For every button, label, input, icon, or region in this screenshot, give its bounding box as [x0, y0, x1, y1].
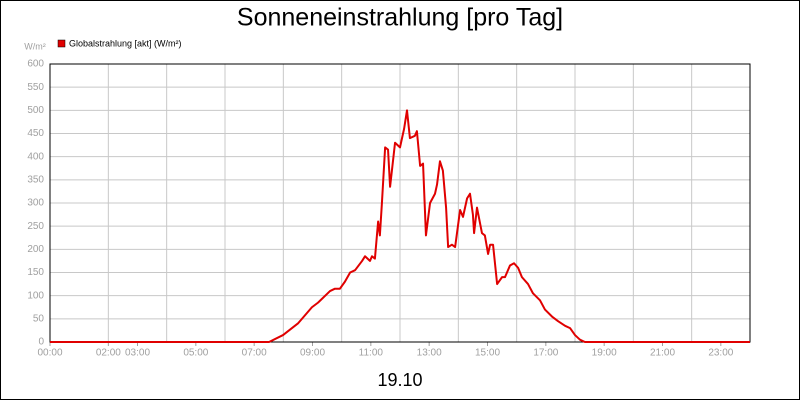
plot-frame: [49, 63, 751, 343]
y-axis-unit: W/m²: [24, 41, 46, 51]
y-tick-label: 100: [27, 290, 44, 301]
x-tick-label: 05:00: [183, 348, 208, 359]
y-tick-label: 250: [27, 221, 44, 232]
y-tick-label: 400: [27, 151, 44, 162]
y-tick-label: 300: [27, 198, 44, 209]
x-tick-label: 19:00: [592, 348, 617, 359]
x-tick-label: 11:00: [359, 348, 384, 359]
y-tick-label: 500: [27, 105, 44, 116]
x-tick-label: 03:00: [125, 348, 150, 359]
x-tick-label: 23:00: [708, 348, 733, 359]
legend-swatch: [57, 39, 66, 48]
x-tick-label: 13:00: [417, 348, 442, 359]
y-tick-label: 0: [38, 337, 44, 348]
y-tick-label: 450: [27, 128, 44, 139]
x-tick-label: 09:00: [300, 348, 325, 359]
y-tick-label: 150: [27, 267, 44, 278]
x-axis-label: 19.10: [377, 370, 422, 390]
x-tick-label: 02:00: [96, 348, 121, 359]
x-tick-label: 07:00: [242, 348, 267, 359]
x-tick-label: 21:00: [650, 348, 675, 359]
y-tick-label: 200: [27, 244, 44, 255]
legend-label: Globalstrahlung [akt] (W/m²): [69, 38, 182, 48]
y-tick-label: 550: [27, 82, 44, 93]
x-tick-label: 15:00: [475, 348, 500, 359]
y-tick-label: 600: [27, 59, 44, 70]
x-tick-label: 17:00: [533, 348, 558, 359]
chart-title: Sonneneinstrahlung [pro Tag]: [237, 4, 563, 32]
y-tick-label: 350: [27, 174, 44, 185]
x-tick-label: 00:00: [37, 348, 62, 359]
y-tick-label: 50: [33, 313, 45, 324]
data-line: [50, 109, 750, 343]
